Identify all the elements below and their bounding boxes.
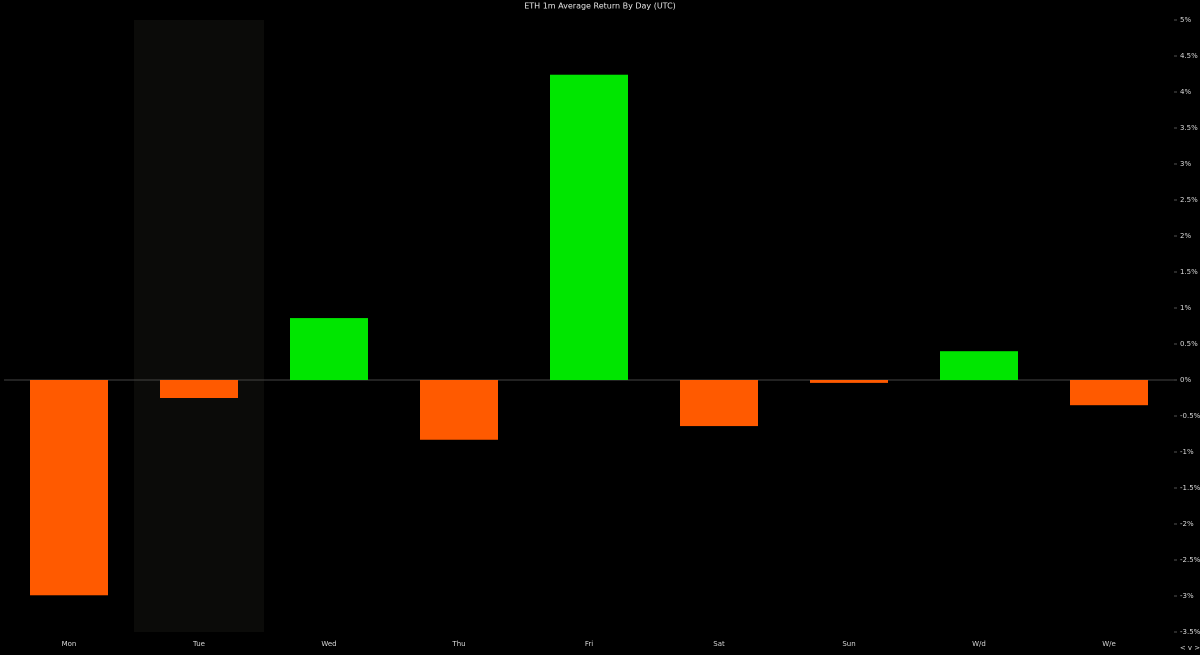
chart-title: ETH 1m Average Return By Day (UTC) <box>524 2 676 11</box>
y-tick-label: 3% <box>1180 160 1191 168</box>
y-tick-label: 0.5% <box>1180 340 1198 348</box>
x-tick-label: Mon <box>62 640 77 648</box>
x-tick-label: Fri <box>585 640 593 648</box>
y-tick-label: -0.5% <box>1180 412 1200 420</box>
bar <box>290 318 368 380</box>
y-tick-label: -3% <box>1180 592 1194 600</box>
y-tick-label: -1.5% <box>1180 484 1200 492</box>
bar <box>680 380 758 427</box>
x-tick-label: Wed <box>321 640 336 648</box>
y-tick-label: 1% <box>1180 304 1191 312</box>
y-tick-label: 4% <box>1180 88 1191 96</box>
y-tick-label: 5% <box>1180 16 1191 24</box>
x-tick-label: Sat <box>713 640 725 648</box>
y-tick-label: 3.5% <box>1180 124 1198 132</box>
x-tick-label: W/e <box>1102 640 1116 648</box>
bar <box>160 380 238 398</box>
x-tick-label: Thu <box>451 640 465 648</box>
y-tick-label: 1.5% <box>1180 268 1198 276</box>
bar <box>30 380 108 596</box>
x-tick-label: W/d <box>972 640 986 648</box>
bar <box>1070 380 1148 406</box>
y-tick-label: 2.5% <box>1180 196 1198 204</box>
hover-highlight <box>134 20 264 632</box>
y-tick-label: 2% <box>1180 232 1191 240</box>
bar <box>940 351 1018 380</box>
highlight-layer <box>134 20 264 632</box>
y-tick-label: -2.5% <box>1180 556 1200 564</box>
y-tick-label: -1% <box>1180 448 1194 456</box>
x-tick-label: Sun <box>842 640 855 648</box>
y-tick-label: 4.5% <box>1180 52 1198 60</box>
y-tick-label: -2% <box>1180 520 1194 528</box>
bar <box>420 380 498 440</box>
bar <box>810 380 888 383</box>
axis-nav[interactable]: < v > <box>1180 644 1200 652</box>
y-tick-label: -3.5% <box>1180 628 1200 636</box>
bar <box>550 74 628 380</box>
x-tick-label: Tue <box>192 640 205 648</box>
y-tick-label: 0% <box>1180 376 1191 384</box>
